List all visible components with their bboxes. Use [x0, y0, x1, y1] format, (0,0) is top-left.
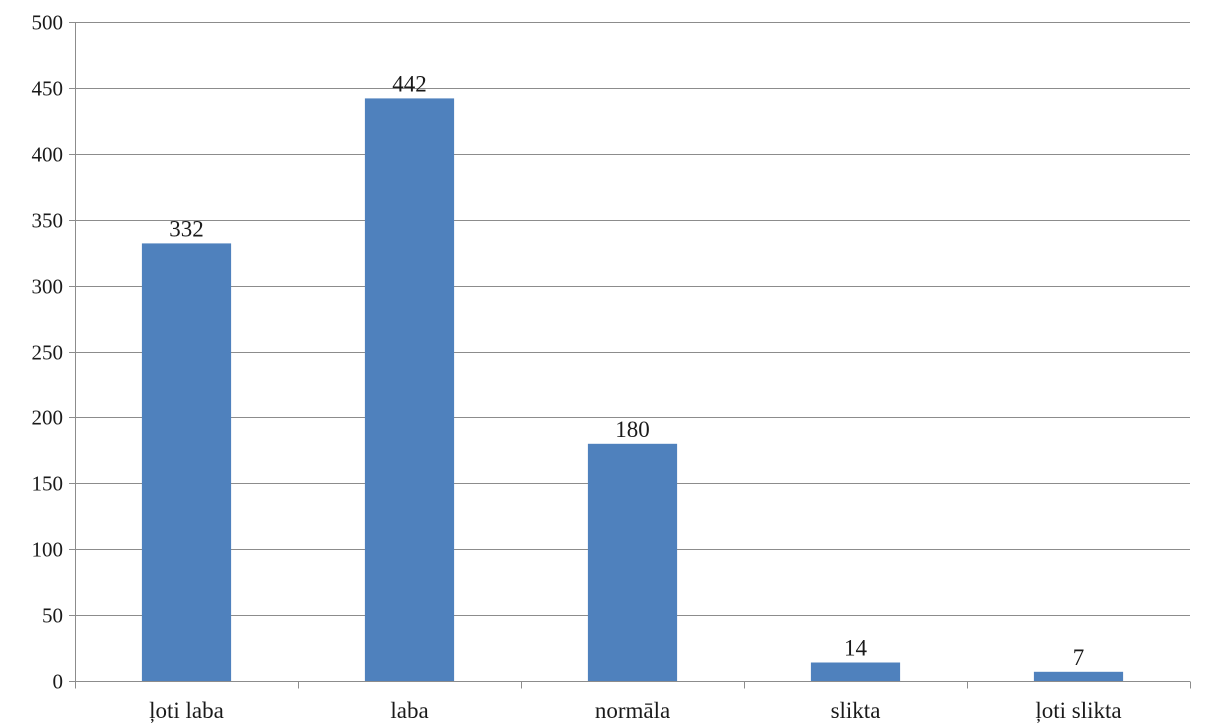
data-label: 442 [392, 71, 427, 96]
bar-5 [1033, 671, 1124, 681]
bar-1 [141, 243, 232, 681]
x-category-label: laba [390, 698, 428, 723]
bar-4 [810, 662, 901, 681]
x-category-label: slikta [831, 698, 881, 723]
data-label: 14 [844, 636, 868, 661]
x-category-label: ļoti laba [149, 698, 224, 724]
y-tick-label: 450 [32, 77, 64, 101]
y-tick-label: 50 [42, 604, 63, 628]
y-tick-label: 500 [32, 11, 64, 35]
y-axis-ticks: 0 50 100 150 200 250 300 350 400 450 500 [32, 11, 64, 694]
y-tick-label: 250 [32, 341, 64, 365]
y-tick-label: 150 [32, 472, 64, 496]
data-label: 7 [1073, 645, 1085, 670]
data-label: 180 [615, 417, 650, 442]
bar-2 [364, 98, 455, 681]
x-axis: ļoti laba laba normāla slikta ļoti slikta [75, 22, 1191, 724]
y-tick-label: 200 [32, 406, 64, 430]
bars [141, 98, 1124, 681]
x-category-label: ļoti slikta [1035, 698, 1121, 724]
y-tick-label: 350 [32, 209, 64, 233]
bar-3 [587, 443, 678, 681]
data-label: 332 [169, 216, 204, 241]
y-tick-label: 400 [32, 143, 64, 167]
y-tick-label: 0 [53, 670, 64, 694]
y-tick-label: 300 [32, 275, 64, 299]
x-category-label: normāla [595, 698, 670, 723]
y-tick-label: 100 [32, 538, 64, 562]
data-labels: 332 442 180 14 7 [169, 71, 1084, 669]
